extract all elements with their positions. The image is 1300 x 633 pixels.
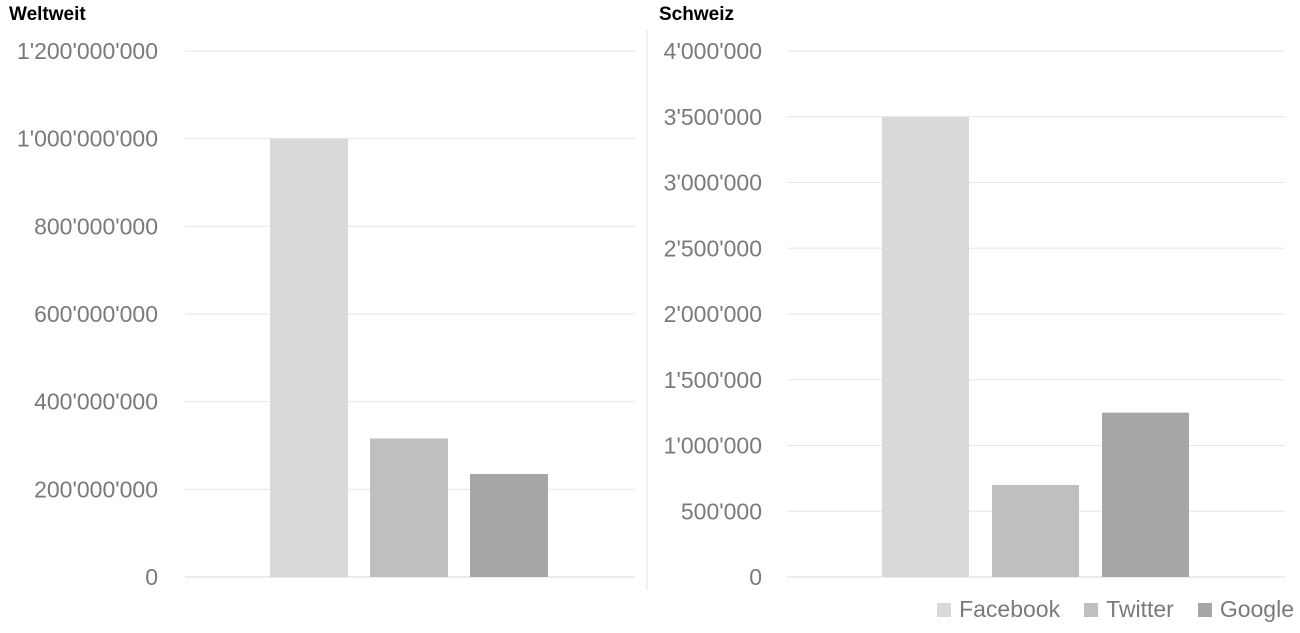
y-tick-label-weltweit-1: 200'000'000 — [34, 476, 158, 502]
y-tick-label-weltweit-6: 1'200'000'000 — [17, 38, 158, 64]
chart-legend: Facebook Twitter Google — [913, 596, 1294, 623]
legend-swatch-facebook — [937, 602, 952, 617]
legend-swatch-google — [1197, 602, 1212, 617]
y-tick-label-weltweit-2: 400'000'000 — [34, 389, 158, 415]
y-tick-label-schweiz-3: 1'500'000 — [664, 367, 762, 393]
legend-item-google: Google — [1197, 596, 1294, 623]
y-tick-label-schweiz-8: 4'000'000 — [664, 38, 762, 64]
bar-schweiz-twitter — [992, 484, 1079, 577]
legend-label-google: Google — [1219, 596, 1294, 622]
legend-item-twitter: Twitter — [1084, 596, 1174, 623]
y-tick-label-schweiz-6: 3'000'000 — [664, 170, 762, 196]
bar-weltweit-google — [470, 473, 548, 577]
chart-title-weltweit: Weltweit — [9, 4, 86, 25]
y-tick-label-schweiz-5: 2'500'000 — [664, 235, 762, 261]
legend-swatch-twitter — [1084, 602, 1099, 617]
y-tick-label-weltweit-5: 1'000'000'000 — [17, 126, 158, 152]
y-tick-label-schweiz-0: 0 — [749, 564, 762, 590]
legend-label-facebook: Facebook — [959, 596, 1061, 622]
legend-item-facebook: Facebook — [937, 596, 1060, 623]
y-tick-label-schweiz-7: 3'500'000 — [664, 104, 762, 130]
y-tick-label-weltweit-3: 600'000'000 — [34, 301, 158, 327]
bar-schweiz-google — [1102, 412, 1189, 577]
y-tick-label-schweiz-1: 500'000 — [681, 498, 762, 524]
plot-schweiz: 0 500'000 1'000'000 1'500'000 2'000'000 2'500… — [664, 38, 1285, 590]
chart-title-schweiz: Schweiz — [659, 4, 734, 25]
y-tick-label-schweiz-2: 1'000'000 — [664, 433, 762, 459]
bar-schweiz-facebook — [882, 116, 969, 577]
bar-weltweit-twitter — [370, 438, 448, 577]
plot-weltweit: 0 200'000'000 400'000'000 600'000'000 800'00… — [17, 38, 635, 590]
legend-label-twitter: Twitter — [1106, 596, 1174, 622]
y-tick-label-weltweit-4: 800'000'000 — [34, 213, 158, 239]
bar-weltweit-facebook — [270, 138, 348, 577]
y-tick-label-weltweit-0: 0 — [145, 564, 158, 590]
y-tick-label-schweiz-4: 2'000'000 — [664, 301, 762, 327]
